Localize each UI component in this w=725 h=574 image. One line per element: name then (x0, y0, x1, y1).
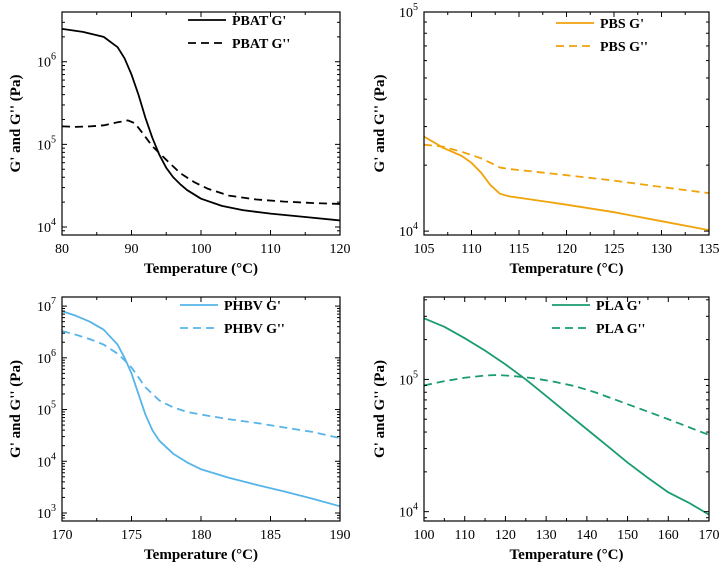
x-axis-title: Temperature (°C) (510, 547, 624, 563)
series-line-phbv-g (62, 310, 340, 508)
y-tick-label: 107 (37, 296, 56, 315)
legend-label: PBS G' (600, 17, 644, 32)
legend-label: PHBV G'' (224, 322, 285, 337)
y-axis-title: G' and G'' (Pa) (372, 75, 388, 173)
chart-pla: 100 110 120 130 140 150 160 170 104 105 Temperatur… (372, 296, 720, 563)
x-tick-label: 120 (495, 528, 516, 543)
chart-pbs: 105 110 115 120 125 130 135 104 105 Temperature (… (372, 2, 720, 277)
y-tick-label: 105 (399, 369, 418, 388)
x-axis-title: Temperature (°C) (510, 261, 624, 277)
y-tick-label: 105 (399, 2, 418, 21)
x-tick-label: 185 (260, 528, 281, 543)
x-tick-label: 170 (699, 528, 720, 543)
x-tick-label: 110 (260, 242, 280, 257)
x-tick-label: 120 (330, 242, 351, 257)
x-tick-label: 90 (125, 242, 139, 257)
y-tick-label: 104 (37, 451, 56, 470)
y-tick-label: 106 (37, 52, 56, 71)
x-tick-label: 190 (330, 528, 351, 543)
y-axis-title: G' and G'' (Pa) (8, 75, 24, 173)
y-axis-title: G' and G'' (Pa) (372, 360, 388, 458)
chart-pbat: 80 90 100 110 120 104 105 106 Temperature (°C) G'… (8, 11, 351, 277)
series-line-pbat-g (62, 27, 340, 222)
series-line-pla-g (424, 374, 709, 436)
plot-frame (423, 296, 710, 522)
x-tick-label: 105 (414, 242, 435, 257)
x-tick-label: 120 (556, 242, 577, 257)
legend-label: PHBV G' (224, 299, 281, 314)
y-tick-label: 105 (37, 400, 56, 419)
y-tick-label: 106 (37, 348, 56, 367)
x-tick-label: 110 (461, 242, 481, 257)
legend-label: PBAT G'' (232, 37, 290, 52)
x-tick-label: 130 (651, 242, 672, 257)
x-tick-label: 110 (454, 528, 474, 543)
legend: PBS G' PBS G'' (556, 17, 648, 55)
legend-label: PBS G'' (600, 40, 648, 55)
x-axis-title: Temperature (°C) (144, 547, 258, 563)
legend-label: PBAT G' (232, 14, 286, 29)
x-tick-label: 130 (536, 528, 557, 543)
x-axis-title: Temperature (°C) (144, 261, 258, 277)
x-tick-label: 115 (509, 242, 529, 257)
legend-label: PLA G'' (596, 322, 645, 337)
x-tick-label: 100 (191, 242, 212, 257)
x-tick-label: 100 (414, 528, 435, 543)
series-line-phbv-g (62, 330, 340, 440)
legend: PBAT G' PBAT G'' (188, 14, 290, 52)
x-tick-label: 150 (617, 528, 638, 543)
y-tick-label: 105 (37, 134, 56, 153)
legend: PHBV G' PHBV G'' (180, 299, 285, 337)
y-tick-label: 104 (399, 502, 418, 521)
y-tick-label: 103 (37, 503, 56, 522)
y-tick-label: 104 (37, 217, 56, 236)
y-axis-title: G' and G'' (Pa) (8, 360, 24, 458)
series-line-pbs-g (424, 143, 709, 195)
x-tick-label: 160 (658, 528, 679, 543)
x-tick-label: 170 (52, 528, 73, 543)
x-tick-label: 180 (191, 528, 212, 543)
series-line-pbat-g (62, 119, 340, 205)
x-tick-label: 80 (55, 242, 69, 257)
y-tick-label: 104 (399, 221, 418, 240)
x-tick-label: 125 (604, 242, 625, 257)
legend-label: PLA G' (596, 299, 642, 314)
x-tick-label: 175 (121, 528, 142, 543)
series-line-pla-g (424, 317, 709, 516)
chart-phbv: 170 175 180 185 190 103 104 105 106 107 Temperatur… (8, 296, 351, 563)
series-line-pbs-g (424, 135, 709, 232)
x-tick-label: 135 (699, 242, 720, 257)
legend: PLA G' PLA G'' (552, 299, 645, 337)
x-tick-label: 140 (576, 528, 597, 543)
plot-frame (423, 11, 710, 236)
